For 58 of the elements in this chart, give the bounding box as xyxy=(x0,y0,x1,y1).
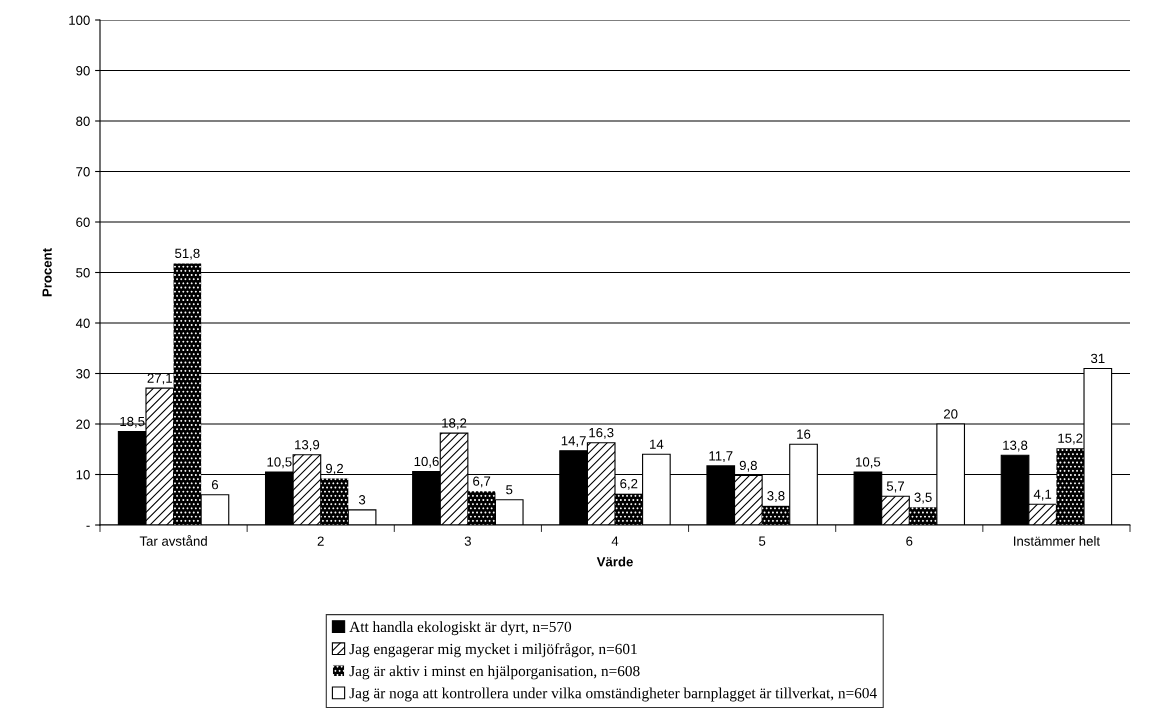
data-label: 6,2 xyxy=(620,478,638,490)
y-tick-label: 60 xyxy=(76,217,90,227)
data-label: 10,6 xyxy=(414,456,439,468)
bar xyxy=(320,478,349,525)
data-label: 51,8 xyxy=(175,248,200,260)
data-label: 18,2 xyxy=(442,418,467,430)
legend-label: Jag är noga att kontrollera under vilka omständigheter barnplagget är tillverkat, n=604 xyxy=(349,687,877,702)
data-label: 6 xyxy=(211,479,219,490)
data-label: 13,9 xyxy=(295,440,320,451)
data-label: 5 xyxy=(506,485,513,495)
legend-label: Jag engagerar mig mycket i miljöfrågor, n=601 xyxy=(349,642,637,658)
legend-label: Att handla ekologiskt är dyrt, n=570 xyxy=(349,621,572,636)
data-label: 6,7 xyxy=(473,476,491,488)
data-label: 20 xyxy=(944,409,958,419)
bar xyxy=(173,263,202,525)
bar xyxy=(467,491,496,525)
x-tick-label: Instämmer helt xyxy=(1014,536,1100,546)
data-label: 14 xyxy=(650,439,664,449)
data-label: 14,7 xyxy=(561,436,586,447)
y-tick-label: 80 xyxy=(76,116,90,126)
data-label: 18,5 xyxy=(120,416,145,428)
data-label: 16 xyxy=(797,429,811,439)
bar xyxy=(909,507,937,525)
y-tick-label: 50 xyxy=(76,268,90,278)
data-label: 9,2 xyxy=(325,463,344,475)
data-label: 4,1 xyxy=(1033,489,1052,501)
y-tick-label: 20 xyxy=(76,419,90,429)
data-label: 15,2 xyxy=(1058,433,1083,445)
data-label: 3 xyxy=(358,495,366,505)
x-tick-label: 2 xyxy=(317,536,324,546)
x-tick-label: 6 xyxy=(906,536,913,546)
data-label: 9,8 xyxy=(739,460,757,472)
data-label: 3,5 xyxy=(914,492,932,504)
bar xyxy=(762,505,790,525)
data-label: 31 xyxy=(1090,353,1105,364)
bar xyxy=(615,493,643,525)
data-label: 16,3 xyxy=(589,427,614,439)
y-axis-title: Procent xyxy=(42,248,52,297)
y-tick-label: 100 xyxy=(69,15,90,25)
x-tick-label: 3 xyxy=(464,536,471,546)
y-tick-label: 30 xyxy=(76,369,90,379)
y-tick-label: - xyxy=(86,525,90,527)
data-label: 3,8 xyxy=(767,491,785,502)
y-tick-label: 40 xyxy=(75,318,90,328)
x-tick-label: 4 xyxy=(611,536,619,546)
y-tick-label: 10 xyxy=(76,470,90,480)
y-tick-label: 90 xyxy=(76,66,90,76)
data-label: 10,5 xyxy=(856,457,881,469)
data-label: 5,7 xyxy=(886,481,904,493)
x-axis-title: Värde xyxy=(596,556,633,567)
data-label: 13,8 xyxy=(1003,440,1028,452)
data-label: 11,7 xyxy=(709,451,733,463)
y-tick-label: 70 xyxy=(76,167,90,177)
x-tick-label: Tar avstånd xyxy=(139,535,207,546)
x-tick-label: 5 xyxy=(759,536,766,546)
legend-label: Jag är aktiv i minst en hjälporganisation, n=608 xyxy=(349,665,640,680)
data-label: 10,5 xyxy=(267,457,292,469)
bar xyxy=(1056,448,1085,525)
